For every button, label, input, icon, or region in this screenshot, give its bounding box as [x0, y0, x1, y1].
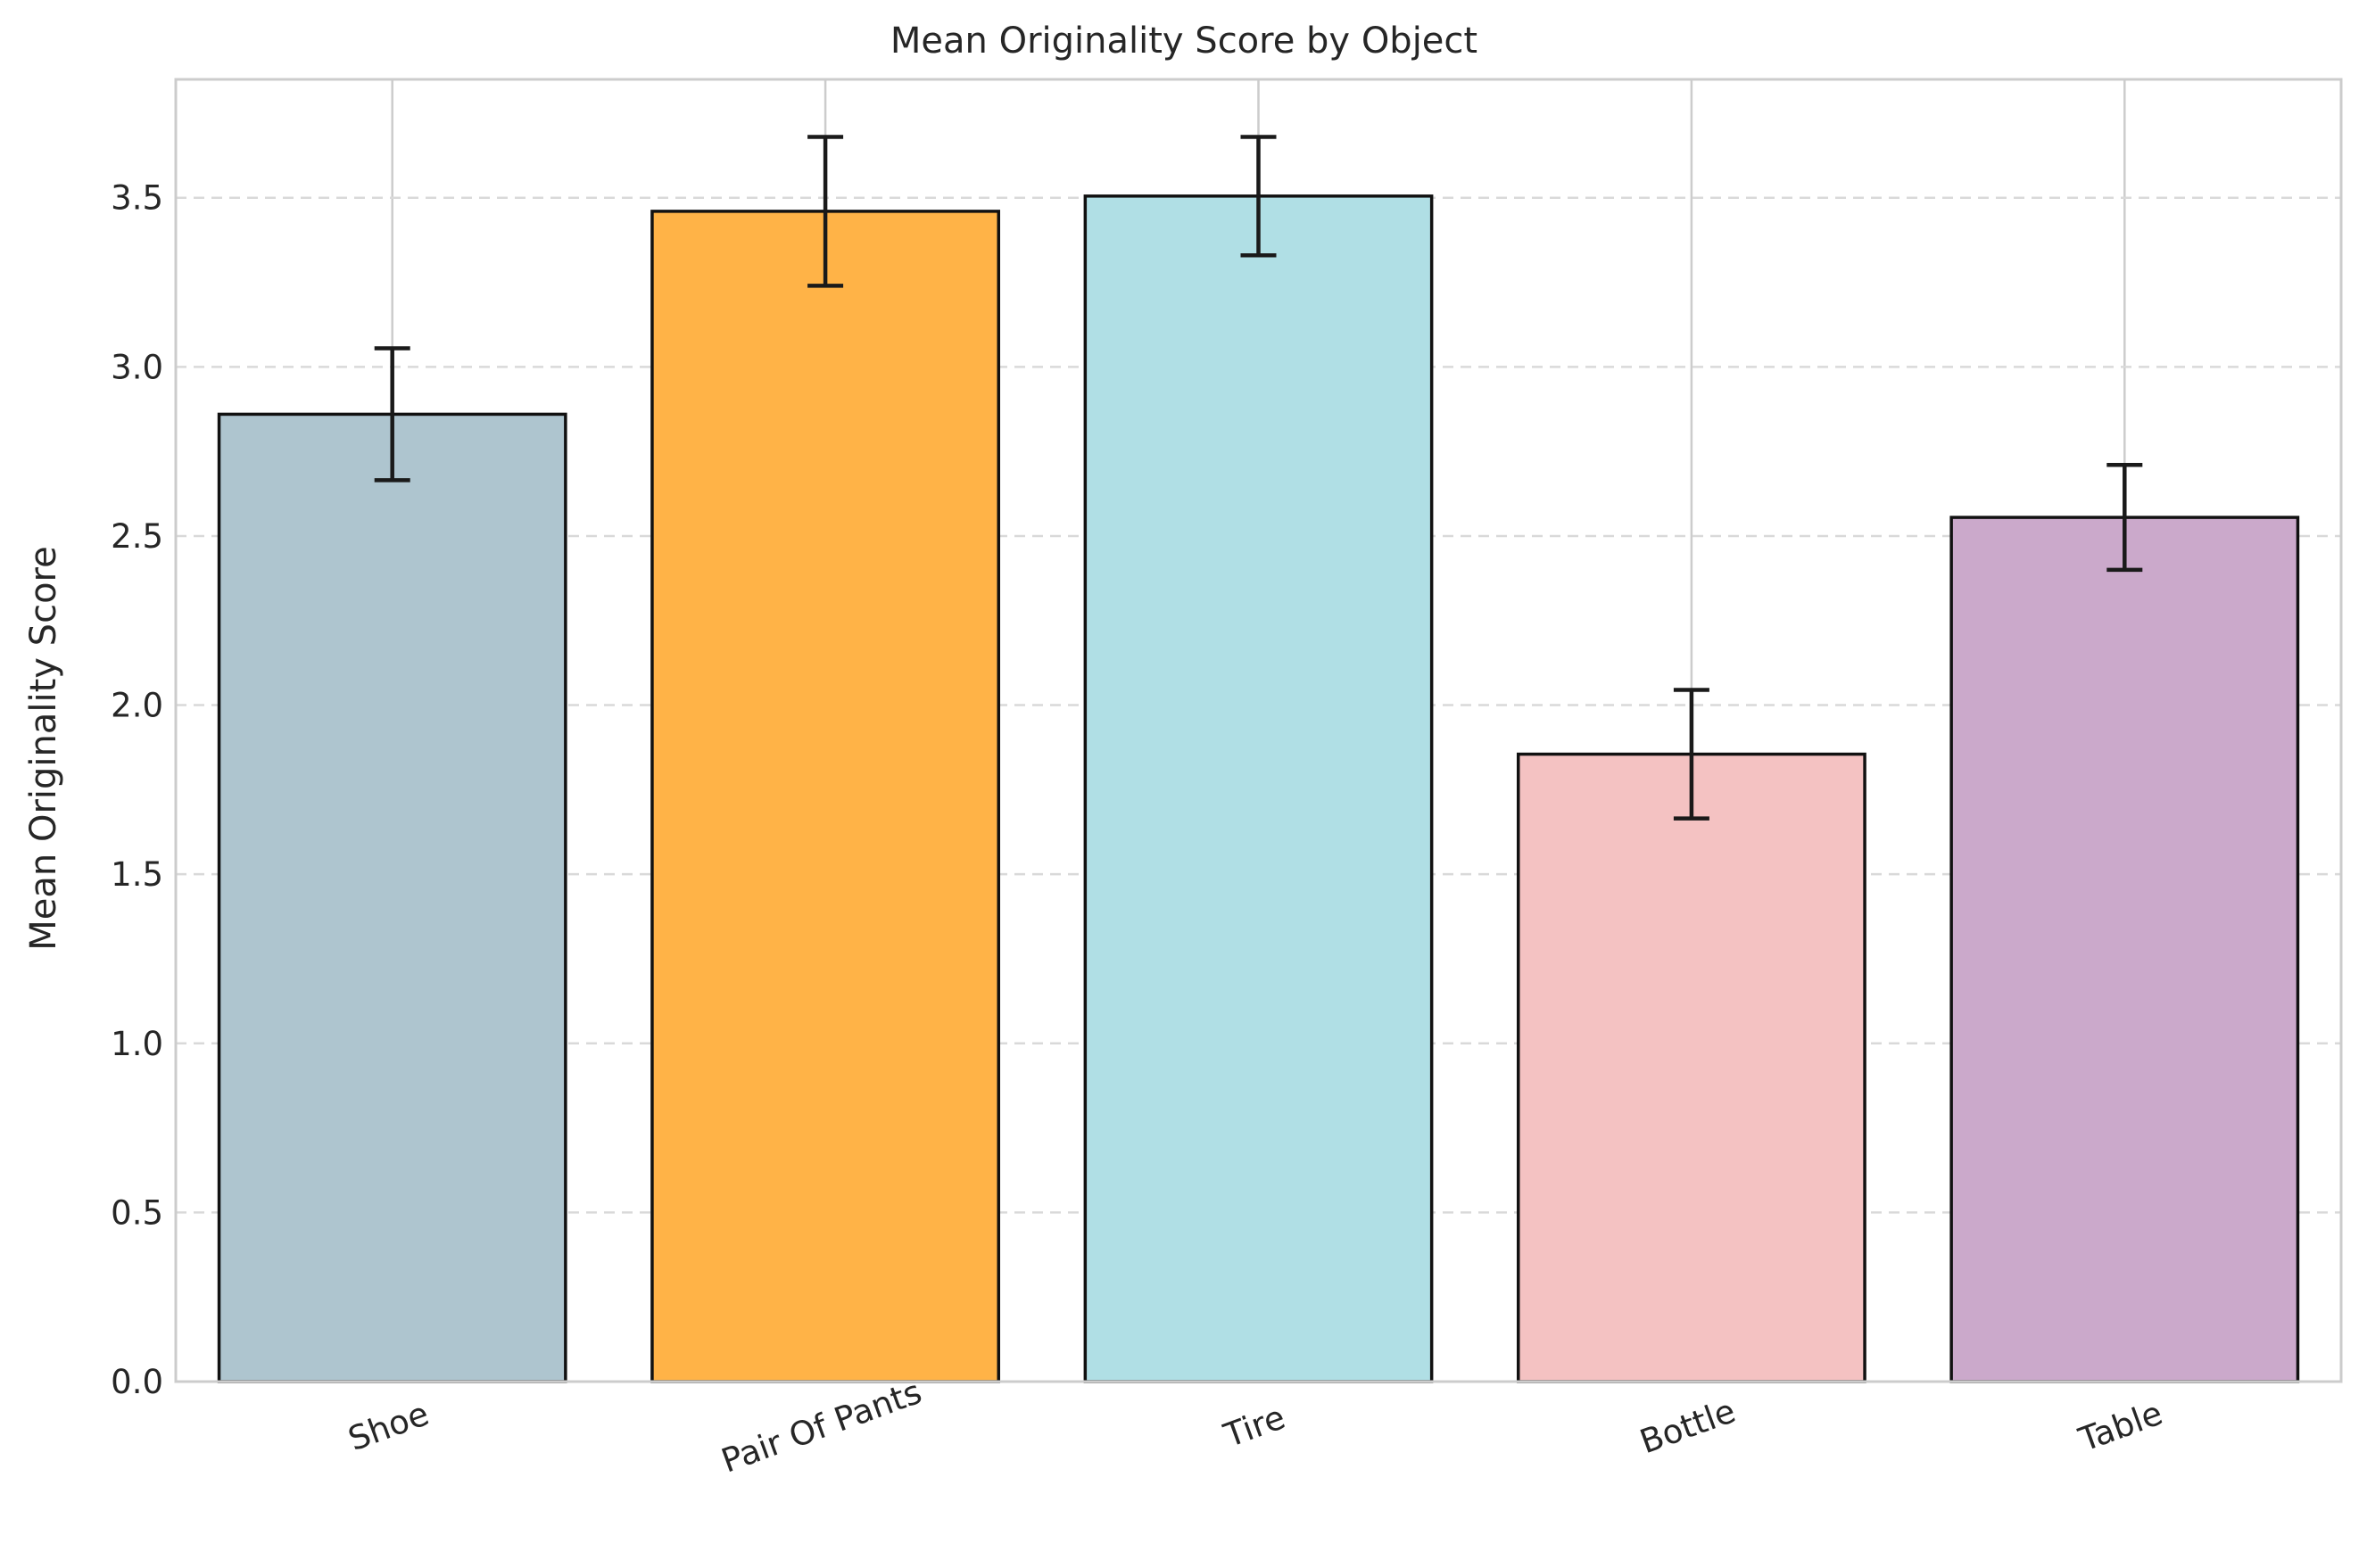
error-bar	[807, 135, 844, 288]
bar-pair-of-pants	[650, 210, 1001, 1383]
bar-bottle	[1516, 752, 1866, 1383]
y-tick-label: 1.0	[111, 1025, 163, 1063]
chart-title: Mean Originality Score by Object	[890, 21, 1477, 62]
error-bar	[2106, 463, 2143, 573]
bars	[217, 194, 2300, 1383]
y-tick-label: 3.5	[111, 179, 163, 218]
error-bars	[374, 135, 2143, 821]
error-bar	[374, 346, 410, 483]
y-tick-label: 0.5	[111, 1193, 163, 1232]
y-tick-label: 3.0	[111, 348, 163, 386]
error-bar	[1240, 135, 1277, 258]
bar-tire	[1083, 194, 1434, 1383]
bar-table	[1949, 516, 2300, 1383]
plot-frame	[174, 78, 2343, 1383]
y-tick-label: 2.5	[111, 517, 163, 556]
y-axis-label: Mean Originality Score	[23, 546, 64, 950]
error-bar	[1673, 688, 1709, 821]
y-tick-labels: 0.0 0.5 1.0 1.5 2.0 2.5 3.0 3.5	[111, 179, 163, 1401]
y-tick-label: 0.0	[111, 1363, 163, 1401]
y-tick-label: 2.0	[111, 687, 163, 725]
bar-shoe	[217, 412, 567, 1383]
y-tick-label: 1.5	[111, 855, 163, 894]
